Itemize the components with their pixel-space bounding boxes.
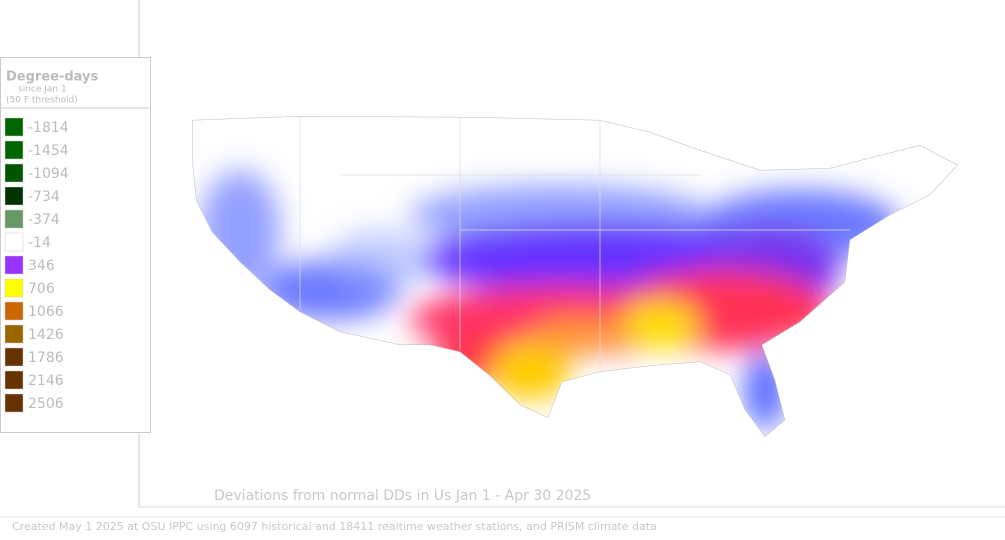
legend-swatch (4, 370, 24, 390)
legend-title: Degree-days (6, 70, 99, 85)
legend-swatch (4, 255, 24, 275)
legend-swatch (4, 232, 24, 252)
legend-items: -1814 -1454 -1094 -734 -374 -14 346 706 1066 1426… (4, 117, 69, 413)
legend-label: 1786 (28, 350, 64, 366)
legend-label: -374 (28, 212, 60, 228)
legend-subtitle: since Jan 1 (18, 85, 67, 95)
legend-swatch (4, 117, 24, 137)
legend-panel (0, 57, 151, 433)
legend-label: 706 (28, 281, 55, 297)
legend-swatch (4, 278, 24, 298)
footer: Created May 1 2025 at OSU IPPC using 609… (12, 520, 657, 533)
legend-label: -1454 (28, 143, 69, 159)
legend-label: -1094 (28, 166, 69, 182)
legend-swatch (4, 163, 24, 183)
legend-label: 1426 (28, 327, 64, 343)
legend-label: 1066 (28, 304, 64, 320)
legend-swatch (4, 209, 24, 229)
map (192, 116, 958, 437)
legend-swatch (4, 347, 24, 367)
legend-label: 2146 (28, 373, 64, 389)
state-boundaries (299, 117, 850, 372)
legend-label: 2506 (28, 396, 64, 412)
legend-swatch (4, 301, 24, 321)
legend-label: 346 (28, 258, 55, 274)
legend-swatch (4, 393, 24, 413)
map-caption: Deviations from normal DDs in Us Jan 1 -… (214, 488, 591, 504)
legend-swatch (4, 324, 24, 344)
legend-swatch (4, 186, 24, 206)
legend-label: -14 (28, 235, 51, 251)
legend-label: -734 (28, 189, 60, 205)
legend-threshold: (50 F threshold) (6, 96, 78, 106)
legend-label: -1814 (28, 120, 69, 136)
legend-swatch (4, 140, 24, 160)
us-outline (192, 116, 958, 437)
